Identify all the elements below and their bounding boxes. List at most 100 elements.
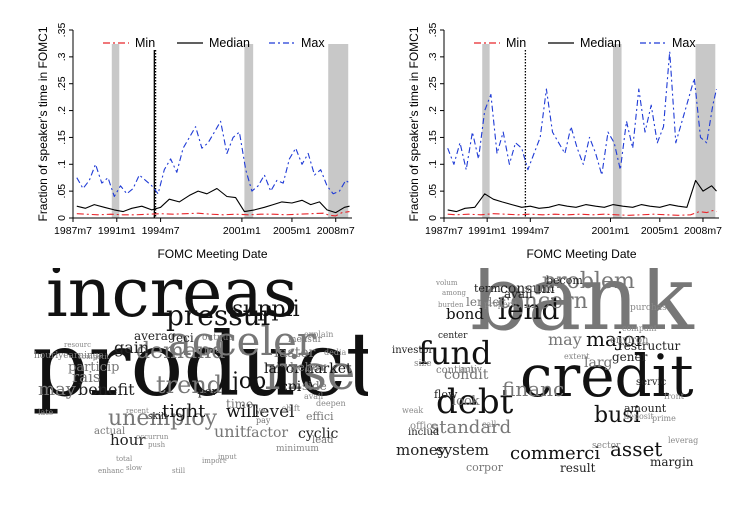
cloud-word: avail xyxy=(504,286,533,301)
cloud-word: condit xyxy=(444,367,489,384)
cloud-word: measur xyxy=(288,335,322,346)
cloud-word: result xyxy=(560,460,596,475)
cloud-word: unemploy xyxy=(108,406,218,432)
x-tick-label: 1987m7 xyxy=(425,225,463,237)
cloud-word: flow xyxy=(434,387,458,401)
cloud-word: concern xyxy=(498,289,588,315)
x-tick-label: 2005m1 xyxy=(273,225,311,237)
y-tick-label: .2 xyxy=(427,106,439,115)
cloud-word: lead xyxy=(312,434,334,446)
cloud-word: becom xyxy=(546,273,583,287)
series-line-median xyxy=(447,179,717,213)
cloud-word: continu xyxy=(436,364,475,376)
x-tick-label: 1994m7 xyxy=(511,225,549,237)
cloud-word: asset xyxy=(610,437,663,461)
cloud-word: run xyxy=(156,433,169,442)
cloud-word: acceler xyxy=(168,319,316,365)
series-line-median xyxy=(76,187,350,214)
y-tick-label: .05 xyxy=(427,184,439,199)
cloud-word: money xyxy=(396,441,447,460)
y-tick-label: .25 xyxy=(427,76,439,91)
cloud-word: consum xyxy=(500,281,555,298)
cloud-word: particip xyxy=(68,359,120,375)
cloud-word: amount xyxy=(624,401,667,415)
cloud-word: import xyxy=(202,457,226,466)
x-tick-label: 2005m1 xyxy=(641,225,679,237)
cloud-word: weak xyxy=(402,406,424,416)
cloud-word: unit xyxy=(214,422,247,442)
x-axis-label: FOMC Meeting Date xyxy=(157,247,267,261)
cloud-word: late xyxy=(38,408,54,418)
cloud-word: extent xyxy=(564,352,590,362)
cloud-word: benefit xyxy=(78,380,135,400)
y-tick-label: .15 xyxy=(427,130,439,145)
x-tick-label: 1987m7 xyxy=(54,225,92,237)
cloud-word: servic xyxy=(636,376,667,388)
cloud-word: includ xyxy=(408,426,440,438)
cloud-word: may xyxy=(38,378,76,400)
cloud-word: tight xyxy=(162,400,206,422)
cloud-word: competit xyxy=(78,353,110,362)
cloud-word: corpor xyxy=(466,460,503,474)
y-tick-label: .3 xyxy=(56,52,68,61)
cloud-word: effici xyxy=(306,409,334,423)
cloud-word: cyclic xyxy=(298,426,339,443)
legend-label-median: Median xyxy=(580,36,621,50)
cloud-word: size xyxy=(414,359,432,370)
cloud-word: output xyxy=(202,333,233,344)
cloud-word: look xyxy=(452,393,480,409)
cloud-word: office xyxy=(410,420,438,432)
cloud-word: center xyxy=(438,331,468,342)
cloud-word: shift xyxy=(282,404,300,414)
cloud-word: larg xyxy=(584,355,613,372)
y-tick-label: .3 xyxy=(427,52,439,61)
legend-label-min: Min xyxy=(506,36,526,50)
cloud-word: per xyxy=(198,384,217,398)
y-tick-label: 0 xyxy=(56,215,68,221)
x-tick-label: 1991m1 xyxy=(98,225,136,237)
cloud-word: time xyxy=(226,396,254,411)
cloud-word: averag xyxy=(134,328,176,343)
cloud-word: total xyxy=(116,455,133,464)
cloud-word: system xyxy=(436,441,489,460)
series-line-max xyxy=(76,120,350,198)
cloud-word: fund xyxy=(418,333,492,372)
cloud-word: job xyxy=(232,369,267,395)
shaded-period xyxy=(482,44,490,218)
cloud-word: term xyxy=(474,281,501,295)
cloud-word: level xyxy=(254,401,295,422)
series-line-min xyxy=(76,211,350,217)
cloud-word: product xyxy=(32,313,368,417)
cloud-word: rais xyxy=(72,368,101,387)
cloud-word: front xyxy=(664,392,684,402)
cloud-word: prime xyxy=(652,414,676,424)
shaded-period xyxy=(695,44,716,218)
cloud-word: resourc xyxy=(64,341,92,350)
series-line-min xyxy=(447,209,717,216)
cloud-word: pressur xyxy=(166,299,275,333)
cloud-word: sourc xyxy=(524,281,555,295)
cloud-word: demand xyxy=(136,339,226,365)
shaded-period xyxy=(244,44,254,218)
cloud-word: compani xyxy=(622,324,657,334)
series-line-max xyxy=(447,50,718,176)
x-tick-label: 2001m1 xyxy=(592,225,630,237)
cloud-word: occur xyxy=(136,433,156,442)
cloud-word: explain xyxy=(304,330,334,340)
cloud-word: financ xyxy=(502,377,565,401)
cloud-word: forc xyxy=(204,346,221,356)
cloud-word: gain xyxy=(114,338,150,358)
cloud-word: bank xyxy=(470,268,694,351)
cloud-word: major xyxy=(586,327,645,351)
x-tick-label: 2008m7 xyxy=(684,225,722,237)
shaded-period xyxy=(612,44,622,218)
cloud-word: bond xyxy=(446,305,484,324)
y-axis-label: Fraction of speaker's time in FOMC1 xyxy=(36,26,50,221)
cloud-word: purchas xyxy=(630,303,667,314)
cloud-word: deepen xyxy=(316,399,346,409)
legend-label-min: Min xyxy=(135,36,155,50)
y-tick-label: .05 xyxy=(56,184,68,199)
cloud-word: faster xyxy=(274,345,316,362)
cloud-word: trend xyxy=(156,370,223,399)
